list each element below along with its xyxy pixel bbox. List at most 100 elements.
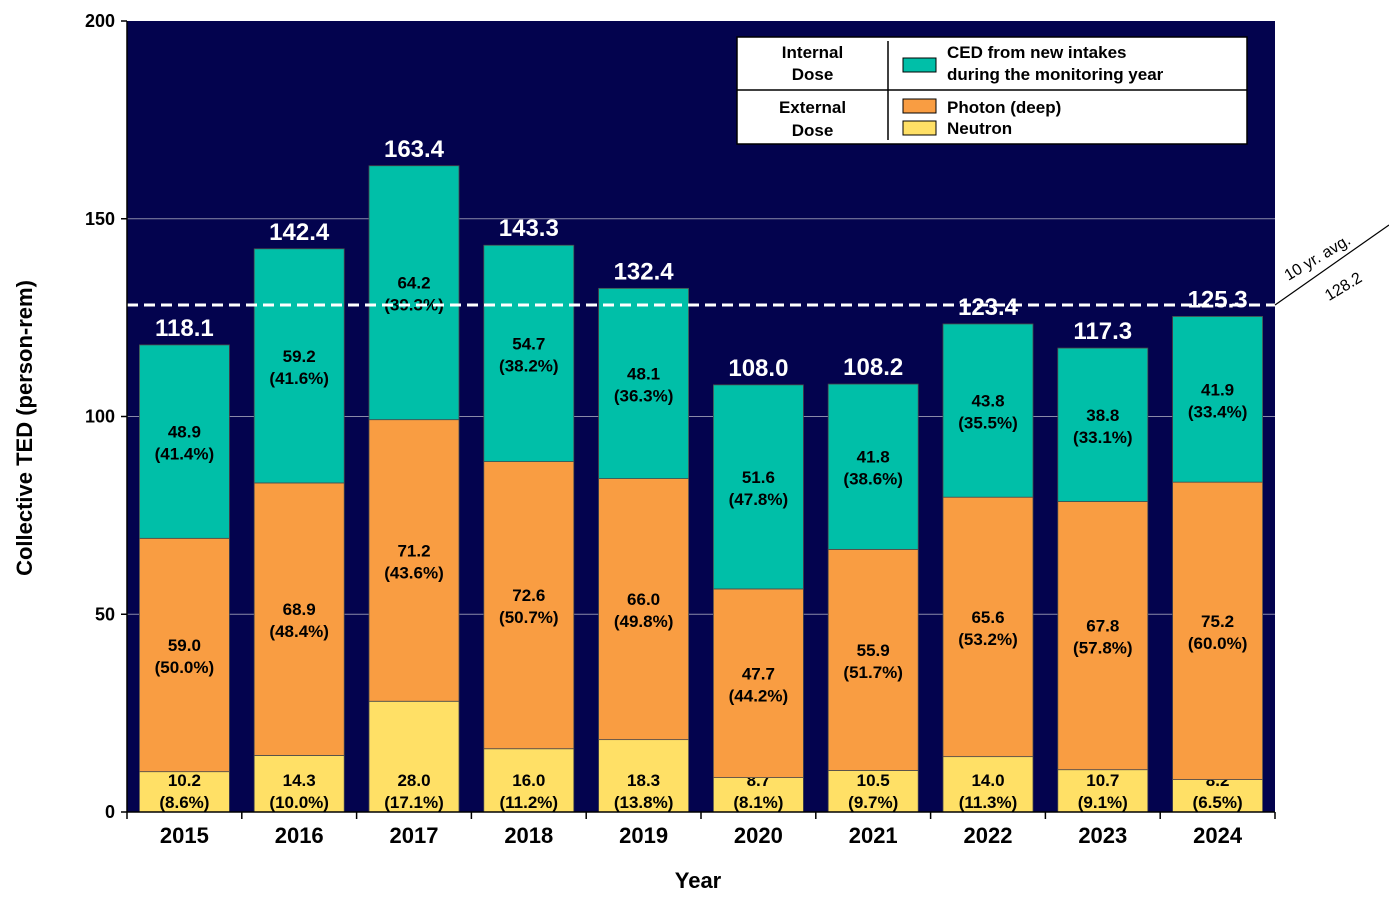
y-tick-label: 200 [85,11,115,31]
bar-segment [598,478,689,741]
segment-percent-label: (13.8%) [614,793,674,812]
segment-percent-label: (33.1%) [1073,428,1133,447]
legend-swatch [902,98,937,114]
x-tick-label: 2023 [1078,823,1127,848]
legend-item-label: Photon (deep) [947,98,1061,117]
bar-segment [827,770,919,813]
segment-percent-label: (38.2%) [499,356,559,375]
bar-segment [942,323,1034,498]
segment-percent-label: (6.5%) [1193,793,1243,812]
segment-value-label: 51.6 [742,468,775,487]
segment-percent-label: (11.3%) [959,793,1018,812]
y-tick-label: 100 [85,407,115,427]
bar-total-label: 123.4 [958,294,1019,321]
segment-value-label: 54.7 [512,334,545,353]
segment-value-label: 16.0 [512,771,545,790]
legend-item-label: CED from new intakes [947,43,1127,62]
segment-value-label: 48.9 [168,423,201,442]
bar-segment [827,383,919,550]
segment-percent-label: (57.8%) [1073,639,1133,658]
segment-percent-label: (53.2%) [958,630,1018,649]
segment-percent-label: (10.0%) [269,793,329,812]
bar-segment [598,739,689,813]
segment-value-label: 67.8 [1086,617,1119,636]
bar-total-label: 117.3 [1073,318,1132,345]
x-tick-label: 2019 [619,823,668,848]
segment-percent-label: (50.7%) [499,608,559,627]
legend-item-label: during the monitoring year [947,65,1164,84]
bar-total-label: 125.3 [1188,286,1248,313]
segment-value-label: 41.8 [857,448,890,467]
bar-segment [1057,501,1149,771]
segment-percent-label: (43.6%) [384,563,444,582]
segment-percent-label: (41.6%) [269,369,329,388]
bar-total-label: 118.1 [155,315,214,342]
bar-segment [1172,481,1263,780]
segment-value-label: 75.2 [1201,612,1234,631]
segment-value-label: 14.3 [283,771,316,790]
legend-group-label: Dose [792,65,834,84]
segment-value-label: 48.1 [627,364,660,383]
legend-item-label: Neutron [947,119,1012,138]
legend-group-label: Internal [782,43,843,62]
segment-value-label: 41.9 [1201,380,1234,399]
bar-segment [368,419,460,702]
bar-segment [1057,347,1149,502]
legend-group-label: External [779,98,846,117]
bar-segment [253,248,345,484]
segment-percent-label: (60.0%) [1188,634,1248,653]
x-axis-title: Year [675,868,722,893]
segment-value-label: 28.0 [397,771,430,790]
segment-percent-label: (8.1%) [733,793,783,812]
bar-segment [138,344,230,539]
segment-value-label: 59.0 [168,636,201,655]
segment-percent-label: (39.3%) [384,296,444,315]
segment-value-label: 64.2 [397,274,430,293]
segment-percent-label: (17.1%) [384,793,444,812]
legend-swatch [902,120,937,136]
segment-percent-label: (41.4%) [155,445,215,464]
segment-value-label: 65.6 [971,608,1004,627]
average-label-value: 128.2 [1322,269,1365,304]
y-axis-title: Collective TED (person-rem) [12,280,37,576]
x-tick-label: 2016 [275,823,324,848]
segment-value-label: 43.8 [971,392,1004,411]
x-tick-label: 2021 [849,823,898,848]
segment-percent-label: (47.8%) [729,490,789,509]
segment-value-label: 72.6 [512,586,545,605]
x-tick-label: 2015 [160,823,209,848]
bar-segment [138,537,230,773]
segment-percent-label: (38.6%) [843,470,903,489]
segment-percent-label: (36.3%) [614,386,674,405]
segment-percent-label: (44.2%) [729,686,789,705]
x-tick-label: 2017 [390,823,439,848]
segment-percent-label: (35.5%) [958,414,1018,433]
bar-segment [1057,769,1149,813]
bar-total-label: 132.4 [614,258,675,285]
segment-percent-label: (8.6%) [159,793,209,812]
y-tick-label: 0 [105,802,115,822]
segment-value-label: 10.5 [857,771,890,790]
y-tick-label: 50 [95,604,115,624]
segment-value-label: 18.3 [627,771,660,790]
segment-value-label: 47.7 [742,664,775,683]
segment-percent-label: (48.4%) [269,622,329,641]
segment-value-label: 68.9 [283,600,316,619]
segment-value-label: 66.0 [627,590,660,609]
bar-segment [598,287,689,479]
bar-segment [253,482,345,756]
bar-segment [483,244,575,462]
x-tick-label: 2022 [964,823,1013,848]
y-tick-label: 150 [85,209,115,229]
bar-total-label: 108.2 [843,354,903,381]
average-label-leader [1274,224,1389,306]
segment-percent-label: (49.8%) [614,612,674,631]
bar-segment [483,461,575,750]
segment-value-label: 10.7 [1086,771,1119,790]
bar-total-label: 142.4 [269,219,330,246]
bar-segment [713,588,804,778]
segment-value-label: 55.9 [857,641,890,660]
x-tick-label: 2024 [1193,823,1243,848]
bar-segment [368,700,460,813]
